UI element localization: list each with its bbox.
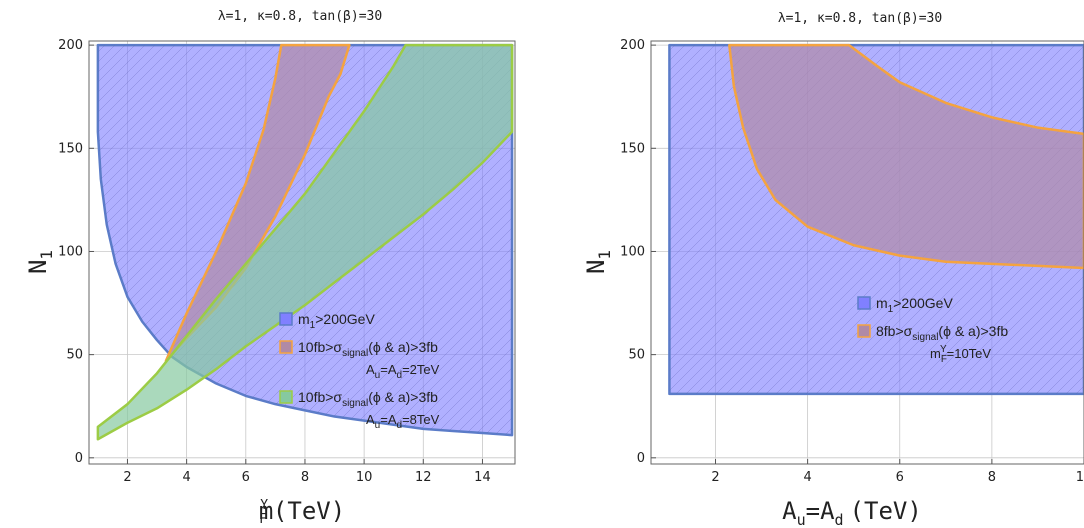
legend-sublabel: mFY=10TeV <box>930 344 991 365</box>
chart-left-title: λ=1, κ=0.8, tan(β)=30 <box>218 9 382 24</box>
legend-sublabel: Au=Ad=8TeV <box>366 412 440 431</box>
x-tick-label: 10 <box>356 470 373 485</box>
chart-left-ylabel: N1 <box>24 250 56 274</box>
region-green <box>96 43 514 441</box>
legend-label: 10fb>σsignal(ϕ & a)>3fb <box>298 339 438 359</box>
x-tick-label: 14 <box>474 470 491 485</box>
y-tick-label: 100 <box>620 244 645 259</box>
legend-swatch-orange <box>279 340 293 354</box>
chart-right-regions <box>668 43 1084 396</box>
y-tick-label: 150 <box>620 141 645 156</box>
y-tick-label: 200 <box>620 38 645 53</box>
y-tick-label: 50 <box>66 348 83 363</box>
legend-swatch-blue <box>857 296 871 310</box>
chart-left-frame <box>88 40 516 465</box>
x-tick-label: 2 <box>123 470 131 485</box>
y-tick-label: 150 <box>58 141 83 156</box>
x-tick-label: 4 <box>803 470 811 485</box>
chart-left-regions <box>96 43 514 441</box>
legend-swatch-green <box>279 390 293 404</box>
legend-swatch-orange <box>857 324 871 338</box>
y-tick-label: 0 <box>75 451 83 466</box>
legend-swatch-blue <box>279 312 293 326</box>
chart-left-legend: m1>200GeV 10fb>σsignal(ϕ & a)>3fb Au=Ad=2T… <box>279 311 440 431</box>
x-tick-label: 6 <box>896 470 904 485</box>
legend-label: m1>200GeV <box>298 311 375 331</box>
y-tick-label: 50 <box>628 348 645 363</box>
x-tick-label: 8 <box>301 470 309 485</box>
chart-right-title: λ=1, κ=0.8, tan(β)=30 <box>778 11 942 26</box>
x-tick-label: 10 <box>1076 470 1084 485</box>
region-orange <box>728 43 1084 270</box>
chart-right-xlabel: Au=Ad (TeV) <box>782 497 922 528</box>
chart-right-ticks: 246810050100150200 <box>620 38 1084 485</box>
legend-label: 10fb>σsignal(ϕ & a)>3fb <box>298 389 438 409</box>
chart-left: λ=1, κ=0.8, tan(β)=30 2 4 6 8 10 12 14 0 50 100 15… <box>24 9 516 527</box>
legend-label: m1>200GeV <box>876 295 953 315</box>
chart-left-xlabel: mY F (TeV) <box>259 497 345 527</box>
x-tick-label: 6 <box>242 470 250 485</box>
x-tick-label: 4 <box>182 470 190 485</box>
y-tick-label: 0 <box>637 451 645 466</box>
chart-right-ylabel: N1 <box>582 250 614 274</box>
legend-label: 8fb>σsignal(ϕ & a)>3fb <box>876 323 1008 343</box>
x-tick-label: 12 <box>415 470 432 485</box>
x-tick-label: 8 <box>988 470 996 485</box>
y-tick-label: 100 <box>58 244 83 259</box>
x-tick-label: 2 <box>711 470 719 485</box>
legend-sublabel: Au=Ad=2TeV <box>366 362 440 381</box>
chart-left-ticks: 2 4 6 8 10 12 14 0 50 100 150 200 <box>58 38 491 485</box>
chart-right-frame <box>650 40 1084 465</box>
chart-right: λ=1, κ=0.8, tan(β)=30 246810050100150200… <box>582 11 1084 528</box>
y-tick-label: 200 <box>58 38 83 53</box>
